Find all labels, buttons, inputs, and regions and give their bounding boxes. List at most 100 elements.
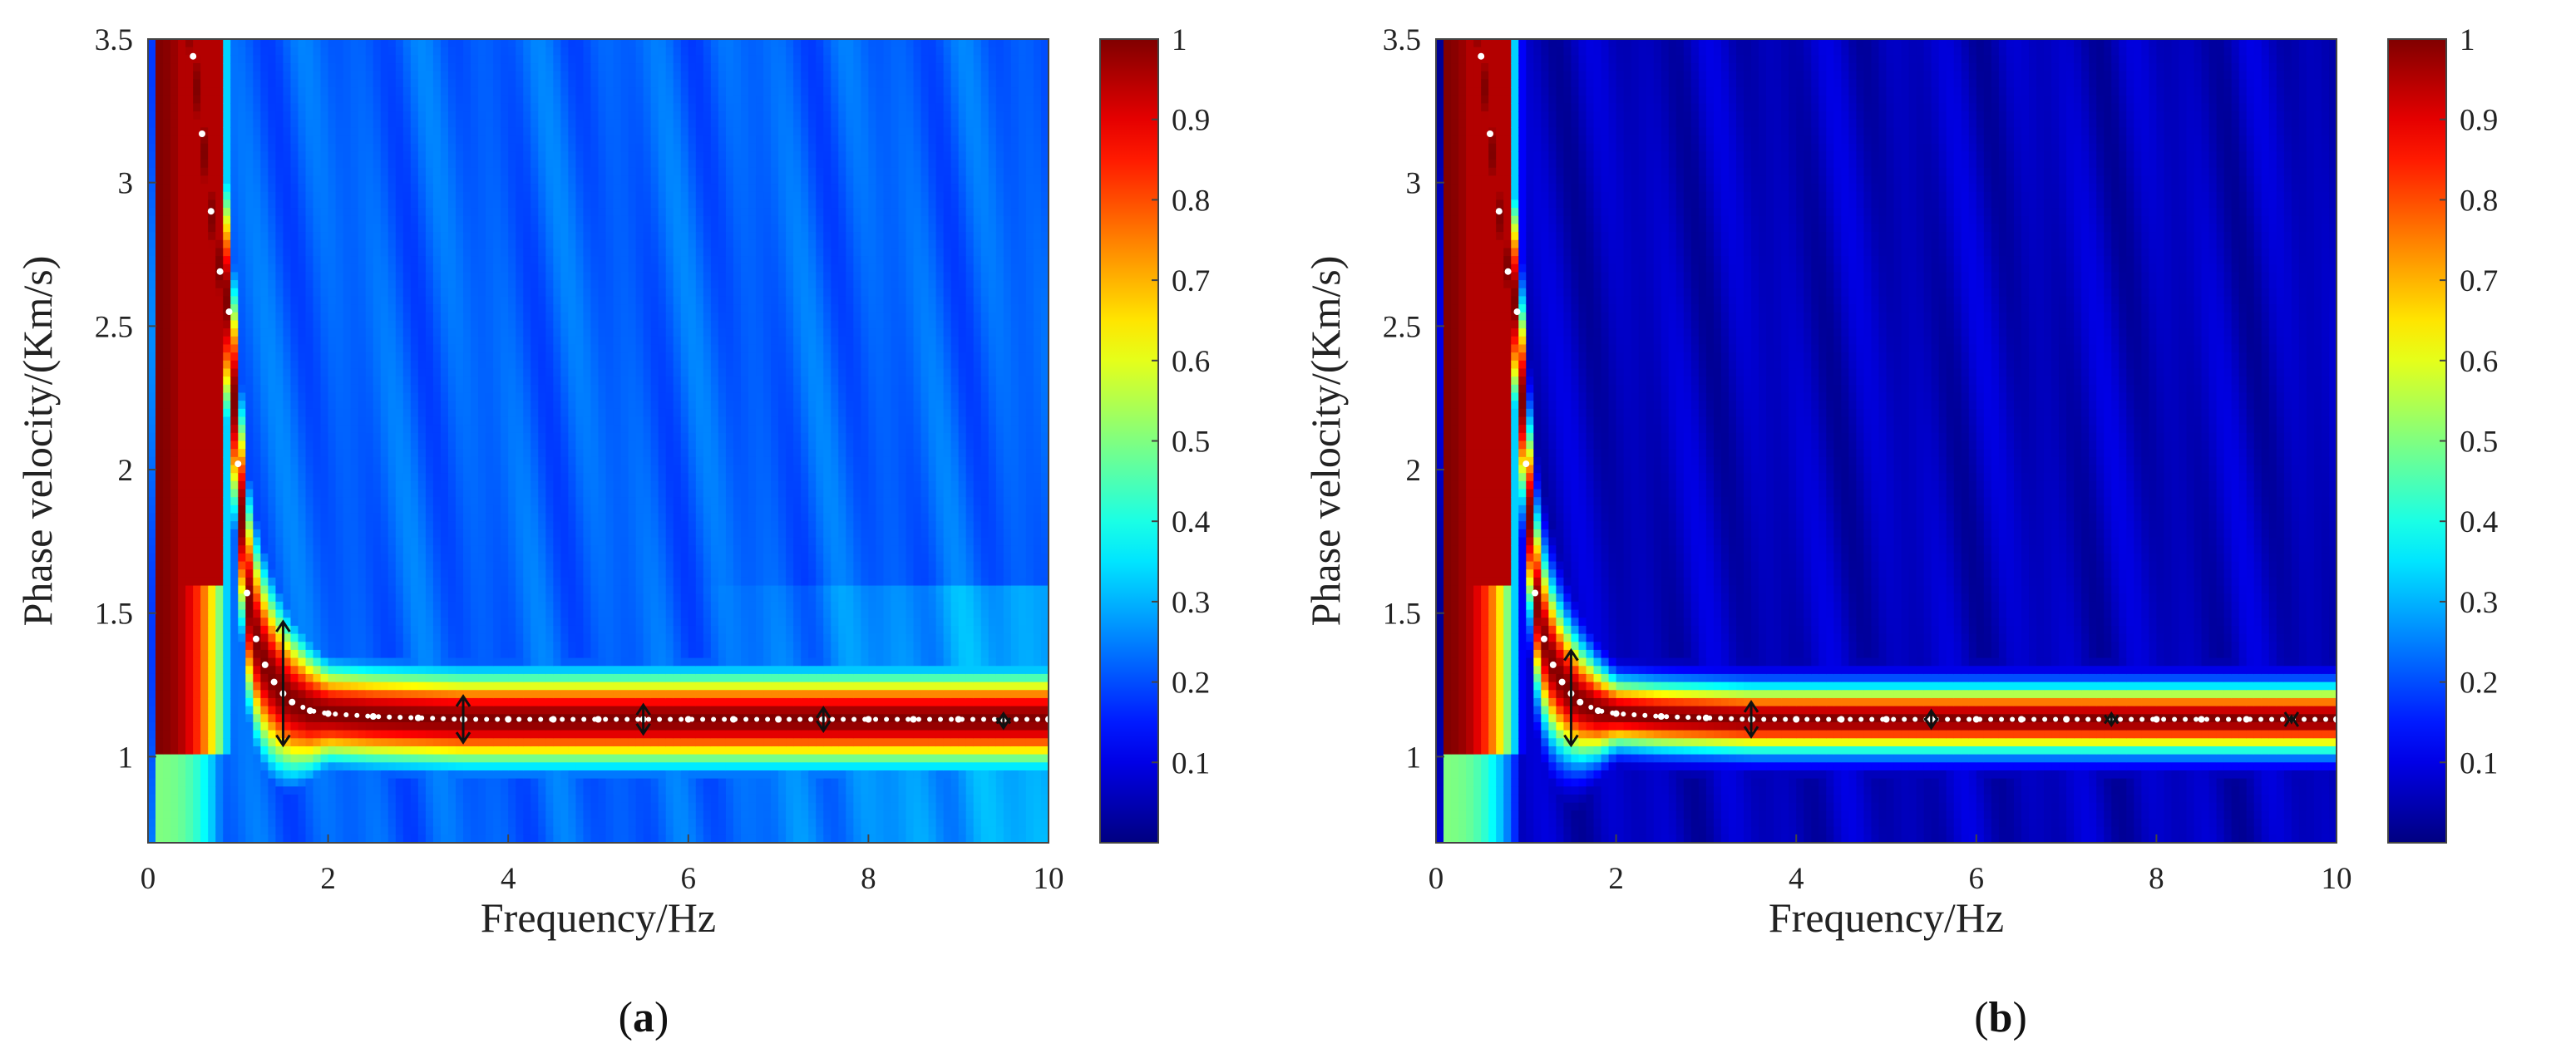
curve-point xyxy=(261,661,269,668)
y-tick-label: 2.5 xyxy=(95,310,133,344)
curve-point xyxy=(895,716,901,722)
curve-point xyxy=(253,635,259,642)
colorbar-tick-label: 1 xyxy=(1172,23,1187,57)
curve-point xyxy=(1610,710,1616,716)
curve-point xyxy=(862,716,868,722)
curve-point xyxy=(1504,268,1512,275)
colorbar-tick-label: 0.1 xyxy=(1172,746,1210,780)
curve-point xyxy=(1487,130,1493,137)
y-tick-label: 3.5 xyxy=(95,23,133,57)
curve-point xyxy=(684,716,692,723)
curve-point xyxy=(938,716,943,722)
curve-point xyxy=(787,716,792,722)
caption-a: (a) xyxy=(560,993,727,1042)
dispersion-curve xyxy=(190,52,1052,723)
curve-point xyxy=(1495,208,1503,215)
curve-point xyxy=(2172,716,2178,722)
curve-point xyxy=(765,716,771,722)
curve-point xyxy=(2042,716,2048,722)
error-bar xyxy=(275,619,291,748)
curve-point xyxy=(1967,716,1972,722)
x-tick-label: 10 xyxy=(2322,862,2352,896)
curve-point xyxy=(2243,716,2250,723)
curve-point xyxy=(1869,716,1875,722)
curve-point xyxy=(1541,635,1547,642)
curve-point xyxy=(808,716,814,722)
curve-point xyxy=(614,716,619,722)
curve-point xyxy=(419,715,425,721)
curve-point xyxy=(516,716,522,722)
curve-point xyxy=(2198,716,2205,723)
curve-point xyxy=(2248,716,2253,722)
curve-point xyxy=(1513,308,1521,316)
curve-point xyxy=(1729,716,1735,721)
curve-point xyxy=(592,716,598,722)
error-bar xyxy=(995,711,1012,731)
colorbar: 0.1 0.2 0.3 0.4 0.5 0.6 0.7 0.8 0.9 1 xyxy=(1099,23,1210,844)
curve-point xyxy=(549,716,555,722)
curve-point xyxy=(865,716,872,723)
y-tick-label: 1 xyxy=(1406,741,1422,775)
curve-point xyxy=(1772,716,1778,722)
colorbar-tick-label: 0.2 xyxy=(1172,667,1210,701)
curve-point xyxy=(1883,716,1890,723)
curve-point xyxy=(1599,708,1605,714)
colorbar-tick-label: 0.4 xyxy=(1172,505,1210,539)
curve-point xyxy=(2085,716,2091,722)
curve-point xyxy=(441,716,447,721)
curve-point xyxy=(668,716,674,722)
curve-point xyxy=(1653,713,1659,719)
colorbar-tick-label: 0.6 xyxy=(2460,345,2498,379)
colorbar-tick-label: 0.9 xyxy=(2460,104,2498,138)
curve-point xyxy=(1014,716,1019,722)
curve-point xyxy=(1675,714,1680,720)
x-axis-label: Frequency/Hz xyxy=(1769,894,2004,941)
curve-point xyxy=(700,716,706,722)
curve-point xyxy=(949,716,954,722)
curve-point xyxy=(1024,716,1029,722)
curve-point xyxy=(234,460,242,468)
colorbar-tick-label: 0.1 xyxy=(2460,746,2498,780)
curve-point xyxy=(216,268,224,275)
curve-point xyxy=(1880,716,1886,722)
colorbar-tick-label: 1 xyxy=(2460,23,2475,57)
colorbar-tick-label: 0.5 xyxy=(2460,426,2498,460)
error-bar xyxy=(2104,711,2120,728)
curve-point xyxy=(2258,716,2263,722)
curve-point xyxy=(311,708,317,714)
curve-point xyxy=(560,716,565,722)
curve-point xyxy=(1912,716,1918,722)
curve-point xyxy=(1837,716,1843,722)
x-tick-label: 4 xyxy=(501,862,516,896)
curve-point xyxy=(2226,716,2231,722)
curve-point xyxy=(1588,705,1594,710)
colorbar-tick-label: 0.3 xyxy=(1172,586,1210,620)
y-tick-label: 3 xyxy=(1406,167,1422,201)
curve-point xyxy=(1891,716,1897,722)
curve-point xyxy=(2237,716,2242,722)
x-tick-label: 8 xyxy=(861,862,876,896)
curve-point xyxy=(1035,716,1040,722)
curve-point xyxy=(473,716,479,722)
curve-point xyxy=(2183,716,2189,722)
curve-point xyxy=(2053,716,2059,722)
curve-point xyxy=(1685,715,1691,721)
curve-point xyxy=(225,308,233,316)
curve-point xyxy=(207,208,215,215)
curve-point xyxy=(603,716,609,722)
colorbar-tick-label: 0.6 xyxy=(1172,345,1210,379)
curve-point xyxy=(1972,716,1980,723)
error-bar xyxy=(2283,711,2300,727)
curve-point xyxy=(1478,52,1485,60)
curve-point xyxy=(343,712,349,717)
curve-point xyxy=(884,716,890,722)
curve-point xyxy=(2280,716,2285,722)
colorbar: 0.1 0.2 0.3 0.4 0.5 0.6 0.7 0.8 0.9 1 xyxy=(2387,23,2498,844)
x-tick-label: 0 xyxy=(141,862,156,896)
y-tick-label: 1 xyxy=(118,741,134,775)
curve-point xyxy=(1664,714,1670,720)
curve-point xyxy=(2215,716,2220,722)
curve-point xyxy=(2302,716,2307,722)
curve-point xyxy=(970,716,975,722)
curve-point xyxy=(711,716,717,722)
